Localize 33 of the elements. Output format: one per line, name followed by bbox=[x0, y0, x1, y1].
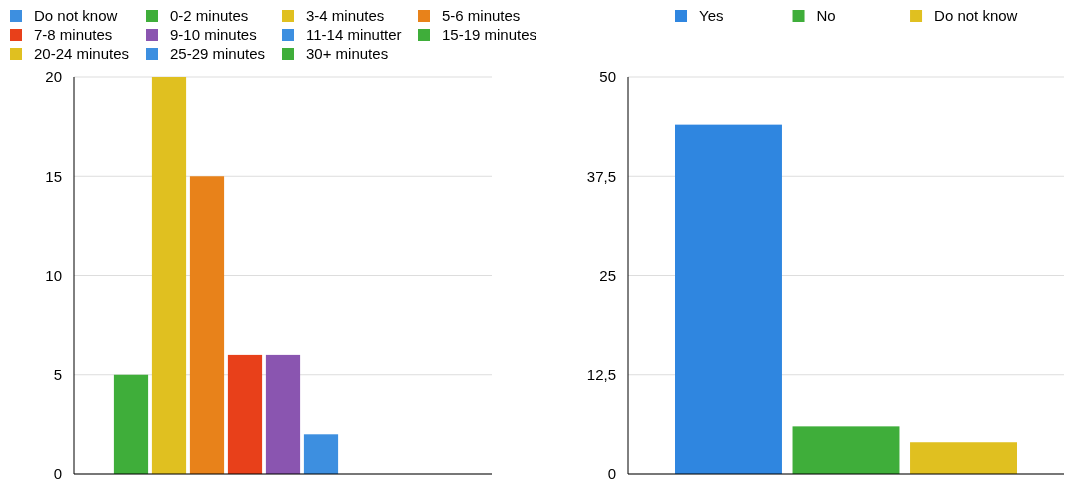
bar bbox=[151, 77, 187, 474]
y-tick-label: 12,5 bbox=[586, 366, 616, 383]
legend-label: 7-8 minutes bbox=[34, 26, 113, 44]
bar bbox=[675, 124, 782, 474]
legend-label: 5-6 minutes bbox=[442, 7, 521, 25]
legend-label: 9-10 minutes bbox=[170, 26, 257, 44]
y-tick-label: 0 bbox=[607, 465, 616, 482]
y-tick-label: 0 bbox=[53, 465, 62, 482]
legend-label: Do not know bbox=[34, 7, 118, 25]
legend-label: Yes bbox=[699, 7, 724, 25]
legend-label: 0-2 minutes bbox=[170, 7, 249, 25]
legend-label: 15-19 minutes bbox=[442, 26, 538, 44]
bar bbox=[189, 176, 225, 474]
y-tick-label: 37,5 bbox=[586, 167, 616, 185]
bar bbox=[792, 426, 900, 474]
y-tick-label: 10 bbox=[45, 266, 62, 284]
bar bbox=[303, 434, 339, 474]
bar bbox=[113, 374, 149, 474]
y-tick-label: 50 bbox=[599, 68, 616, 86]
y-tick-label: 25 bbox=[599, 266, 616, 284]
bar bbox=[227, 354, 263, 474]
legend-label: 20-24 minutes bbox=[34, 45, 130, 63]
bar bbox=[265, 354, 301, 474]
bar bbox=[910, 442, 1017, 474]
legend-label: 25-29 minutes bbox=[170, 45, 266, 63]
y-tick-label: 5 bbox=[53, 366, 62, 383]
legend-label: 30+ minutes bbox=[306, 45, 389, 63]
y-tick-label: 15 bbox=[45, 167, 62, 185]
legend-label: 3-4 minutes bbox=[306, 7, 385, 25]
legend-label: Do not know bbox=[934, 7, 1018, 25]
legend-label: No bbox=[816, 7, 836, 25]
y-tick-label: 20 bbox=[45, 68, 62, 86]
legend-label: 11-14 minutter bbox=[306, 26, 402, 44]
